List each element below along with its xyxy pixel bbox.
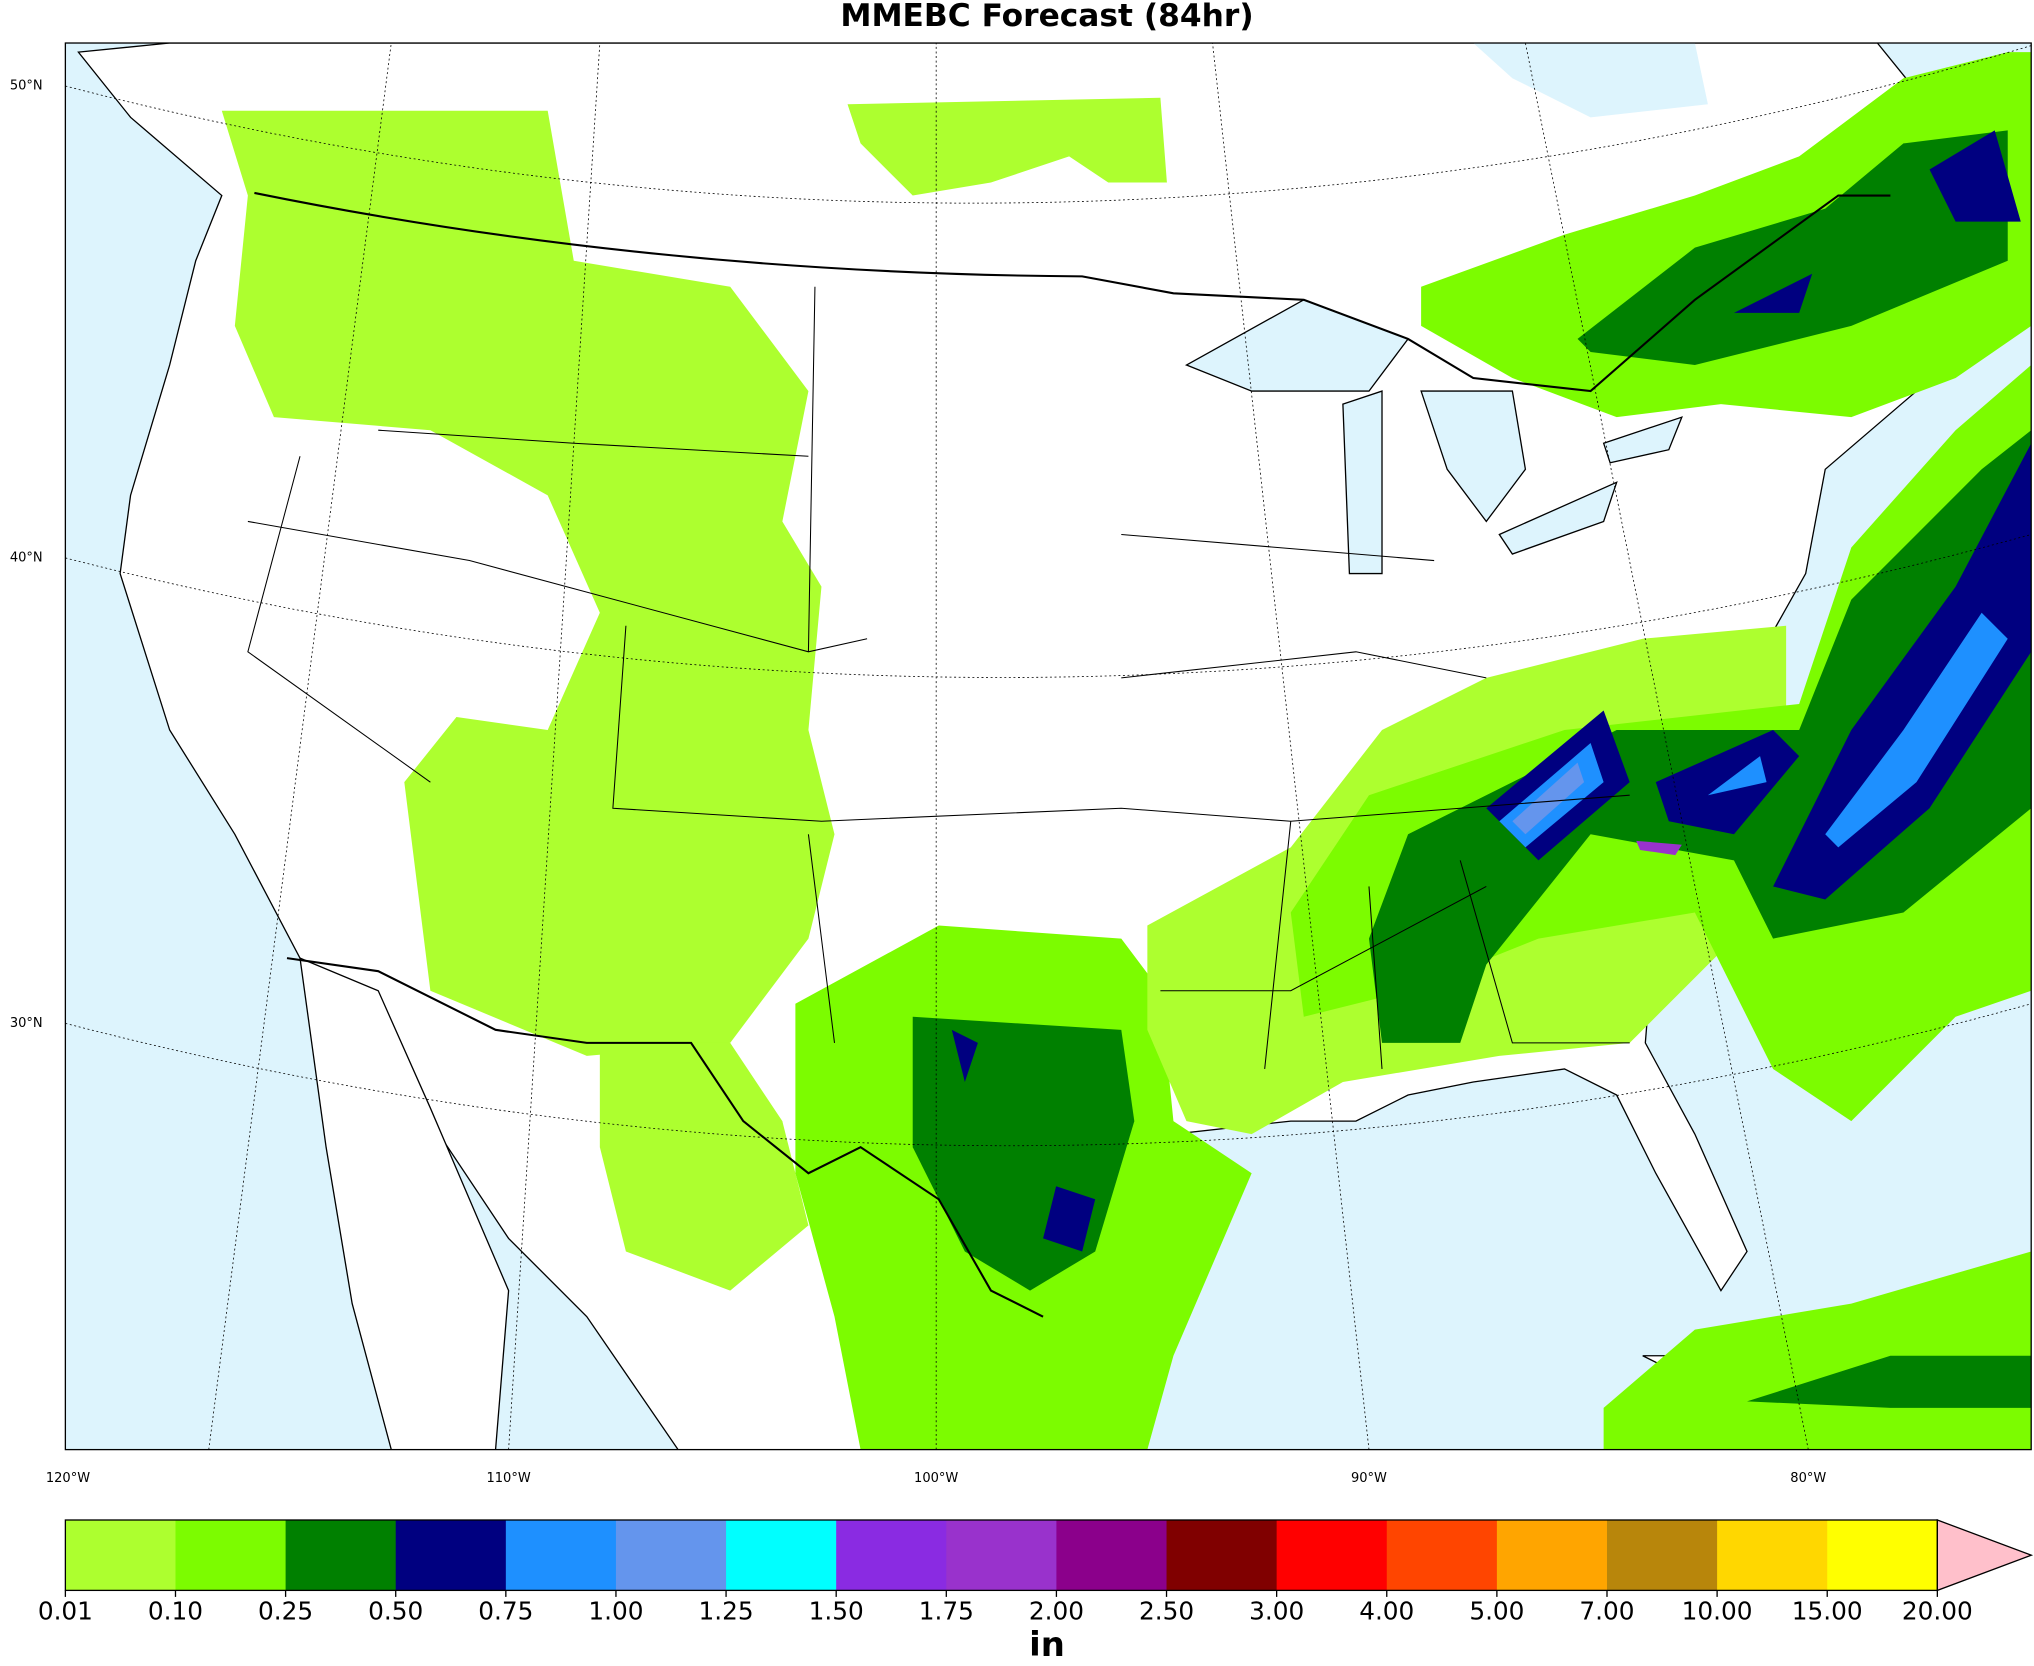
colorbar-tick-label: 3.00 <box>1249 1597 1304 1626</box>
graticule <box>65 43 2032 1450</box>
borders <box>247 191 1891 1318</box>
lat-label: 40°N <box>10 550 43 565</box>
colorbar-tick-label: 20.00 <box>1902 1597 1973 1626</box>
colorbar-tick-label: 7.00 <box>1579 1597 1634 1626</box>
colorbar-tick-label: 1.75 <box>919 1597 974 1626</box>
map-frame <box>64 42 2032 1451</box>
colorbar-tick-label: 4.00 <box>1359 1597 1414 1626</box>
colorbar-segment <box>1386 1519 1498 1591</box>
colorbar-tick-label: 0.10 <box>148 1597 203 1626</box>
colorbar-segment <box>836 1519 947 1591</box>
precipitation <box>221 52 2032 1450</box>
colorbar-tick-label: 0.75 <box>478 1597 533 1626</box>
colorbar-segment <box>505 1519 617 1591</box>
colorbar-segment <box>1717 1519 1828 1591</box>
lat-label: 30°N <box>10 1016 43 1031</box>
colorbar-segment <box>946 1519 1058 1591</box>
colorbar-label: in <box>1029 1625 1065 1664</box>
colorbar-tick-label: 1.00 <box>588 1597 643 1626</box>
baja <box>299 957 510 1450</box>
colorbar-segment <box>615 1519 727 1591</box>
colorbar-segment <box>1276 1519 1388 1591</box>
great-lakes <box>1184 299 1683 575</box>
colorbar-tick-label: 5.00 <box>1469 1597 1524 1626</box>
colorbar-tick-label: 1.50 <box>809 1597 864 1626</box>
colorbar-segment <box>65 1519 177 1591</box>
colorbar-segment <box>1056 1519 1168 1591</box>
colorbar-segment <box>395 1519 507 1591</box>
title: MMEBC Forecast (84hr) <box>840 0 1253 34</box>
colorbar-tick-label: 1.25 <box>699 1597 754 1626</box>
colorbar-segment <box>1496 1519 1608 1591</box>
colorbar-tick-label: 0.50 <box>368 1597 423 1626</box>
colorbar-segment <box>1827 1519 1938 1591</box>
colorbar-segment <box>1606 1519 1718 1591</box>
lon-label: 120°W <box>46 1471 90 1486</box>
lon-label: 100°W <box>914 1471 958 1486</box>
hudson <box>1473 43 1708 118</box>
colorbar-tick-label: 2.00 <box>1029 1597 1084 1626</box>
lon-label: 80°W <box>1790 1471 1826 1486</box>
colorbar-tick-label: 2.50 <box>1139 1597 1194 1626</box>
colorbar-segment <box>726 1519 837 1591</box>
map <box>64 42 2032 1451</box>
colorbar-tick-label: 10.00 <box>1682 1597 1753 1626</box>
colorbar-segment <box>175 1519 287 1591</box>
colorbar-tick-label: 0.25 <box>258 1597 313 1626</box>
colorbar-frame <box>64 1519 1938 1592</box>
colorbar-extension <box>1936 1519 2034 1592</box>
colorbar-segment <box>285 1519 397 1591</box>
colorbar-tick-label: 15.00 <box>1792 1597 1863 1626</box>
colorbar-segment <box>1166 1519 1278 1591</box>
colorbar-tick-label: 0.01 <box>38 1597 93 1626</box>
lat-label: 50°N <box>10 79 43 94</box>
lon-label: 90°W <box>1351 1471 1387 1486</box>
lon-label: 110°W <box>486 1471 530 1486</box>
